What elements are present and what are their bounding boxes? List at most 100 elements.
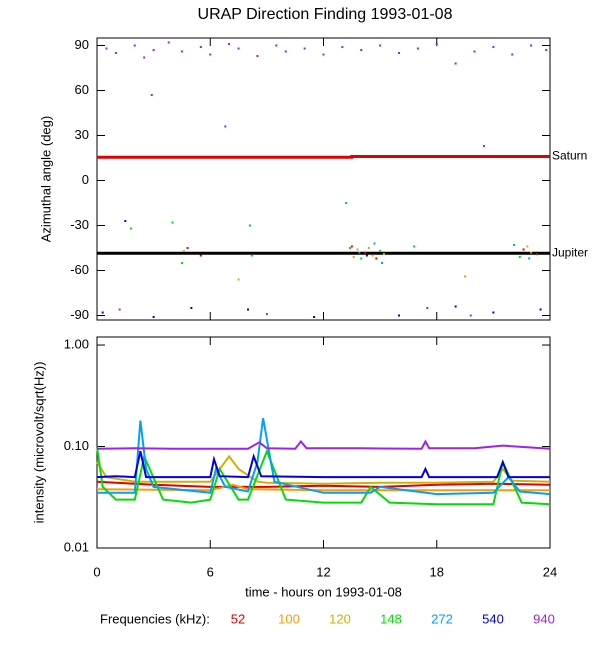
point	[513, 244, 516, 246]
point	[303, 47, 306, 50]
point	[381, 262, 384, 264]
point	[345, 202, 348, 204]
y-tick-label: -60	[70, 262, 89, 277]
y-tick-label: 0	[82, 172, 89, 187]
point	[365, 254, 368, 257]
legend-title: Frequencies (kHz):	[100, 611, 210, 626]
x-axis-label: time - hours on 1993-01-08	[245, 584, 402, 599]
point	[105, 47, 108, 50]
point	[341, 46, 344, 48]
chart-title: URAP Direction Finding 1993-01-08	[198, 6, 453, 23]
series-line	[96, 439, 551, 450]
y-axis-label: Azimuthal angle (deg)	[38, 116, 53, 242]
point	[464, 275, 467, 278]
point	[350, 245, 353, 248]
legend-entry: 272	[431, 611, 453, 626]
point	[358, 251, 361, 254]
point	[426, 307, 429, 309]
point	[526, 245, 529, 248]
series-line	[96, 454, 551, 485]
point	[473, 50, 476, 53]
point	[150, 94, 153, 96]
legend-entry: 940	[533, 611, 555, 626]
point	[228, 43, 231, 45]
point	[492, 46, 495, 48]
point	[248, 224, 251, 227]
point	[143, 56, 146, 59]
point	[114, 52, 117, 54]
x-tick-label: 0	[93, 564, 100, 579]
y-tick-label: 90	[75, 37, 89, 52]
top-frame	[96, 37, 551, 321]
point	[530, 251, 533, 254]
point	[224, 125, 227, 128]
point	[322, 53, 325, 56]
point	[256, 55, 259, 57]
point	[528, 257, 531, 260]
point	[247, 308, 249, 311]
point	[101, 311, 104, 314]
reference-line	[97, 155, 550, 159]
series-line	[96, 480, 551, 488]
y-tick-label: 0.10	[64, 438, 89, 453]
legend-entry: 52	[231, 611, 245, 626]
point	[352, 256, 355, 258]
point	[284, 50, 287, 53]
point	[250, 254, 253, 257]
series-line	[96, 450, 550, 479]
point	[118, 308, 121, 311]
point	[539, 308, 542, 311]
point	[133, 44, 136, 47]
point	[313, 316, 316, 318]
y-tick-label: 30	[75, 127, 89, 142]
legend-entry: 148	[380, 611, 402, 626]
point	[124, 220, 127, 222]
point	[398, 314, 400, 317]
point	[398, 52, 400, 54]
point	[530, 44, 533, 47]
point	[152, 316, 155, 318]
point	[469, 314, 472, 317]
point	[518, 256, 521, 258]
point	[265, 313, 268, 315]
point	[152, 49, 155, 51]
point	[482, 145, 485, 147]
point	[209, 53, 212, 56]
legend-entry: 100	[278, 611, 300, 626]
point	[180, 262, 183, 264]
y-tick-label: -90	[70, 307, 89, 322]
x-tick-label: 6	[207, 564, 214, 579]
point	[275, 44, 278, 47]
point	[435, 43, 438, 45]
point	[356, 248, 359, 251]
point	[545, 49, 548, 51]
x-tick-label: 12	[316, 564, 330, 579]
point	[511, 53, 514, 56]
y-axis-label: intensity (microvolt/sqrt(Hz))	[31, 362, 46, 524]
point	[454, 62, 457, 65]
point	[535, 253, 538, 255]
point	[382, 253, 385, 255]
point	[182, 250, 185, 252]
series-line	[96, 446, 551, 506]
point	[373, 242, 376, 245]
point	[348, 247, 351, 249]
point	[129, 227, 132, 230]
point	[367, 247, 370, 249]
point	[180, 50, 183, 53]
point	[454, 305, 457, 308]
point	[522, 248, 525, 251]
point	[190, 307, 193, 309]
legend-entry: 120	[329, 611, 351, 626]
y-tick-label: 0.01	[64, 539, 89, 554]
point	[360, 257, 363, 260]
legend-entry: 540	[482, 611, 504, 626]
x-tick-label: 24	[543, 564, 557, 579]
point	[375, 257, 378, 260]
series-line	[97, 418, 551, 496]
y-tick-label: 1.00	[64, 336, 89, 351]
reference-label: Jupiter	[552, 245, 588, 259]
point	[416, 47, 419, 50]
bottom-frame	[96, 336, 551, 549]
